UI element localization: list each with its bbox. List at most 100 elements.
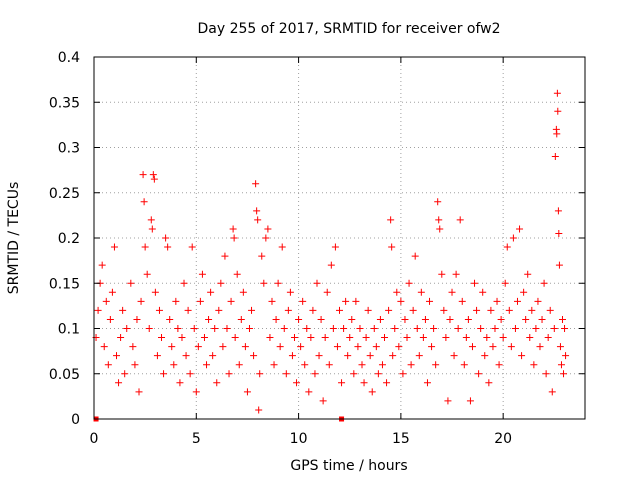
data-point	[540, 279, 548, 287]
data-point	[280, 325, 288, 332]
data-point	[360, 379, 368, 387]
data-point	[253, 207, 261, 215]
data-point	[213, 379, 221, 387]
data-point	[352, 297, 360, 305]
data-point	[150, 175, 158, 183]
data-point	[491, 325, 499, 332]
data-point	[550, 325, 558, 332]
grid-lines	[94, 57, 585, 419]
data-point	[102, 297, 110, 305]
data-point	[362, 334, 370, 342]
data-point	[350, 370, 358, 378]
data-point	[110, 243, 118, 251]
data-point	[413, 325, 421, 332]
data-point	[194, 343, 202, 351]
data-point	[421, 315, 429, 323]
data-point	[241, 343, 249, 351]
data-point	[233, 270, 241, 278]
x-axis-label: GPS time / hours	[290, 458, 407, 474]
data-point	[520, 288, 528, 296]
data-point	[239, 288, 247, 296]
data-point	[346, 334, 354, 342]
data-point	[266, 334, 274, 342]
data-point	[524, 270, 532, 278]
data-point	[473, 306, 481, 314]
data-point	[456, 216, 464, 224]
data-point	[387, 216, 395, 224]
data-point	[331, 243, 339, 251]
data-point	[442, 334, 450, 342]
data-point	[288, 352, 296, 360]
data-point	[435, 216, 443, 224]
data-point	[530, 361, 538, 369]
data-point	[225, 370, 233, 378]
data-point	[164, 243, 172, 251]
data-point	[342, 297, 350, 305]
data-point	[554, 107, 562, 115]
x-tick-label: 15	[392, 431, 410, 447]
data-point	[290, 334, 298, 342]
data-point	[407, 361, 415, 369]
y-axis-label: SRMTID / TECUs	[6, 182, 22, 295]
data-point	[522, 315, 530, 323]
data-point	[440, 306, 448, 314]
data-point	[555, 261, 563, 269]
data-point	[250, 352, 258, 360]
data-point	[166, 315, 174, 323]
data-point	[180, 279, 188, 287]
data-point	[562, 352, 570, 360]
data-point	[553, 130, 561, 138]
data-point	[137, 297, 145, 305]
data-point	[190, 325, 198, 332]
data-point	[186, 370, 194, 378]
data-point	[432, 361, 440, 369]
data-point	[131, 361, 139, 369]
data-point	[188, 243, 196, 251]
data-point	[243, 388, 251, 396]
data-point	[274, 279, 282, 287]
data-point	[557, 361, 565, 369]
axis-ticks: 0 0.05 0.1 0.15 0.2 0.25 0.3 0.35 0.4 0 5 10 15 20	[49, 50, 585, 447]
data-point	[168, 343, 176, 351]
data-point	[499, 334, 507, 342]
data-point	[231, 334, 239, 342]
data-point	[268, 297, 276, 305]
data-point	[276, 343, 284, 351]
data-point	[245, 325, 253, 332]
data-point	[315, 352, 323, 360]
data-point	[258, 252, 266, 260]
data-point	[115, 379, 123, 387]
data-point	[505, 306, 513, 314]
data-point	[553, 89, 561, 97]
data-point	[436, 225, 444, 233]
data-point	[556, 343, 564, 351]
data-point	[174, 325, 182, 332]
data-point	[303, 325, 311, 332]
data-point	[172, 297, 180, 305]
data-point	[317, 315, 325, 323]
data-point	[546, 306, 554, 314]
data-point	[260, 279, 268, 287]
data-point	[145, 325, 153, 332]
data-point	[391, 325, 399, 332]
data-point	[509, 234, 517, 242]
data-point	[338, 379, 346, 387]
data-point	[149, 171, 157, 179]
data-point	[544, 334, 552, 342]
data-point	[104, 361, 112, 369]
data-point	[532, 325, 540, 332]
data-point	[518, 352, 526, 360]
data-point	[438, 270, 446, 278]
data-point	[182, 352, 190, 360]
y-tick-label: 0.1	[58, 322, 80, 338]
data-point	[501, 279, 509, 287]
data-point	[121, 370, 129, 378]
data-point	[252, 180, 260, 188]
data-point	[389, 352, 397, 360]
data-point	[376, 315, 384, 323]
data-point	[374, 370, 382, 378]
data-point	[327, 261, 335, 269]
data-point	[127, 279, 135, 287]
data-point	[178, 334, 186, 342]
data-point	[94, 306, 102, 314]
